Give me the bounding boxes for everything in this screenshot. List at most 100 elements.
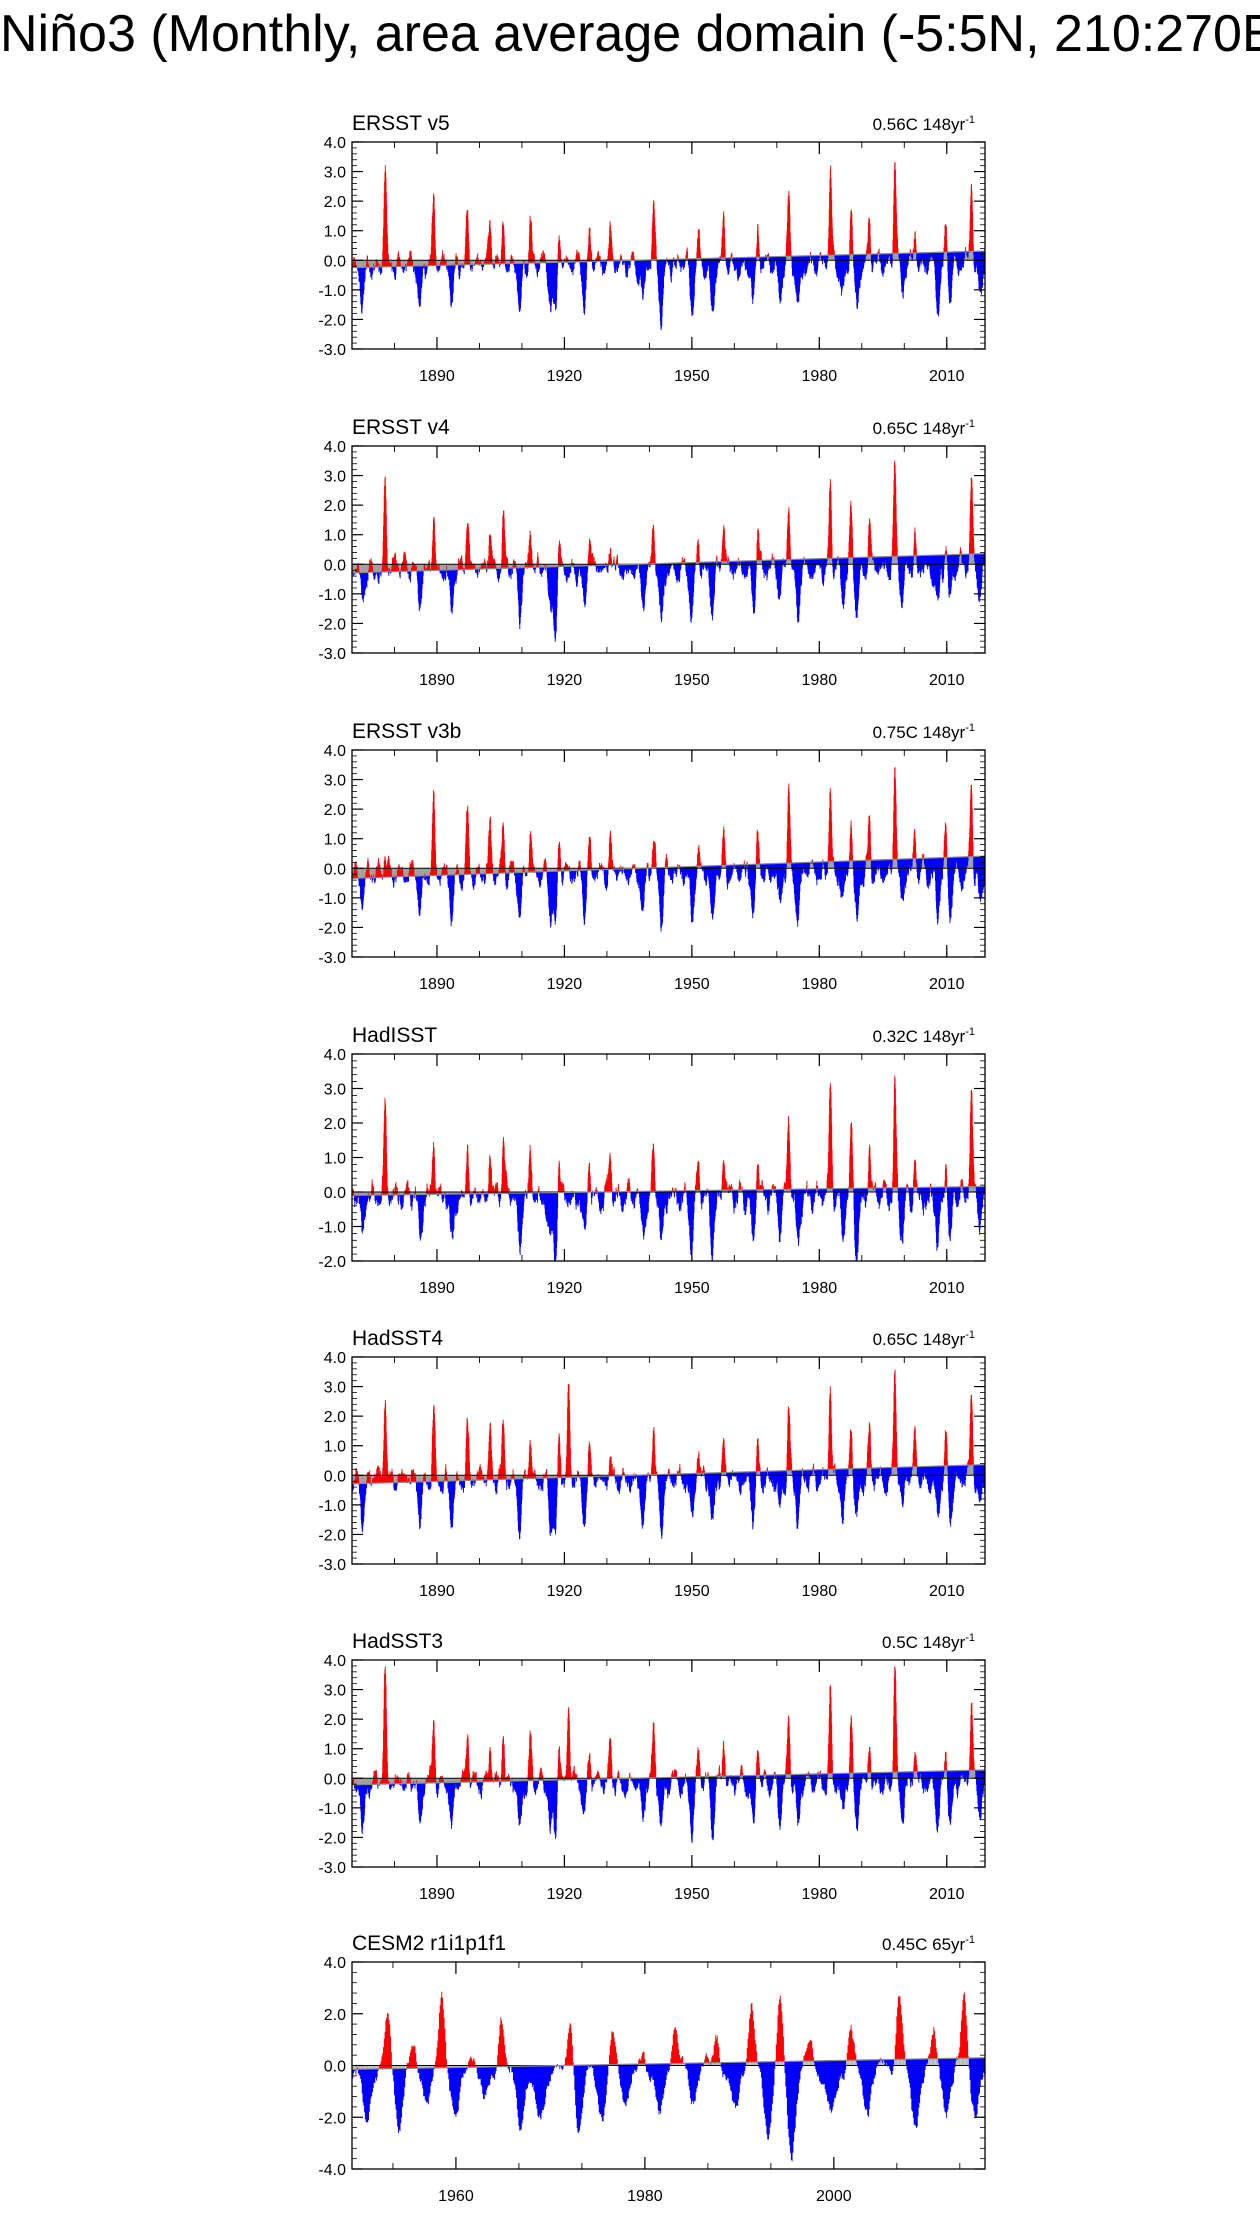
x-tick-label: 1920 [547, 1280, 583, 1297]
x-tick-label: 1980 [802, 672, 838, 689]
chart-panel-6: HadSST3 0.5C 148yr-1 -3.0 -2.0 -1.0 0.0 1.0 2.0… [318, 1630, 986, 1903]
plot-frame [351, 445, 986, 654]
x-tick-label: 1980 [802, 368, 838, 385]
x-tick-label: 1890 [419, 672, 455, 689]
negative-anomaly-bars [353, 1186, 985, 1261]
y-tick-label: -1.0 [318, 1498, 346, 1515]
anomaly-thin-lines [351, 1666, 985, 1843]
trend-exponent: -1 [965, 722, 975, 734]
positive-anomaly-bars [357, 1991, 969, 2070]
x-tick-label: 1980 [802, 976, 838, 993]
y-tick-label: 3.0 [324, 1380, 346, 1397]
x-tick-label: 2010 [929, 672, 965, 689]
y-tick-label: 3.0 [324, 1683, 346, 1700]
y-tick-label: 1.0 [324, 224, 346, 241]
y-tick-label: -4.0 [318, 2162, 346, 2179]
y-tick-label: 4.0 [324, 1955, 346, 1972]
y-tick-label: -3.0 [318, 342, 346, 359]
y-tick-label: 0.0 [324, 1771, 346, 1788]
x-tick-label: 1950 [674, 1280, 710, 1297]
anomaly-thin-lines [351, 1369, 985, 1540]
y-tick-label: 4.0 [324, 439, 346, 456]
x-tick-label: 1980 [627, 2188, 663, 2205]
trend-exponent: -1 [965, 114, 975, 126]
y-tick-label: 1.0 [324, 528, 346, 545]
y-tick-label: -2.0 [318, 1254, 346, 1271]
trend-value: 0.56C 148yr [873, 115, 966, 134]
anomaly-thin-lines [351, 460, 985, 642]
page-title: Niño3 (Monthly, area average domain (-5:… [0, 5, 1260, 63]
trend-exponent: -1 [965, 1934, 975, 1946]
y-tick-label: 3.0 [324, 469, 346, 486]
plot-frame [351, 1659, 986, 1868]
trend-label: 0.56C 148yr-1 [873, 114, 975, 134]
x-tick-label: 1920 [547, 1886, 583, 1903]
y-tick-label: 0.0 [324, 253, 346, 270]
x-tick-label: 1890 [419, 1886, 455, 1903]
y-tick-label: 1.0 [324, 1151, 346, 1168]
y-tick-label: 2.0 [324, 194, 346, 211]
panel-title: HadSST4 [352, 1327, 443, 1350]
trend-exponent: -1 [965, 1632, 975, 1644]
trend-line [351, 1769, 986, 1786]
x-tick-label: 1920 [547, 672, 583, 689]
x-tick-label: 1950 [674, 1583, 710, 1600]
anomaly-thin-lines [351, 767, 985, 932]
y-tick-label: 4.0 [324, 1350, 346, 1367]
trend-line [351, 855, 986, 879]
x-tick-label: 1950 [674, 672, 710, 689]
trend-exponent: -1 [965, 1026, 975, 1038]
y-tick-label: 1.0 [324, 1439, 346, 1456]
x-tick-label: 1920 [547, 368, 583, 385]
y-tick-label: 2.0 [324, 1116, 346, 1133]
y-tick-label: -3.0 [318, 646, 346, 663]
positive-anomaly-bars [351, 1666, 976, 1785]
y-tick-label: 0.0 [324, 1185, 346, 1202]
panel-title: HadISST [352, 1024, 437, 1047]
panel-title: ERSST v4 [352, 416, 450, 439]
anomaly-thin-lines [351, 1991, 985, 2162]
y-tick-label: 4.0 [324, 743, 346, 760]
y-tick-label: -2.0 [318, 1527, 346, 1544]
trend-exponent: -1 [965, 1329, 975, 1341]
plot-frame [351, 1356, 986, 1565]
y-tick-label: 0.0 [324, 2059, 346, 2076]
y-tick-label: 4.0 [324, 1047, 346, 1064]
y-tick-label: -3.0 [318, 950, 346, 967]
y-tick-label: -2.0 [318, 920, 346, 937]
trend-exponent: -1 [965, 418, 975, 430]
trend-label: 0.65C 148yr-1 [873, 418, 975, 438]
plot-frame [351, 141, 986, 350]
trend-label: 0.75C 148yr-1 [873, 722, 975, 742]
chart-panel-7: CESM2 r1i1p1f1 0.45C 65yr-1 -4.0 -2.0 0.0 2.0… [318, 1932, 986, 2205]
x-tick-label: 1980 [802, 1583, 838, 1600]
trend-value: 0.65C 148yr [873, 1330, 966, 1349]
y-tick-label: 4.0 [324, 135, 346, 152]
x-tick-label: 1980 [802, 1280, 838, 1297]
x-tick-label: 1890 [419, 1280, 455, 1297]
y-tick-label: -1.0 [318, 891, 346, 908]
y-tick-label: 3.0 [324, 165, 346, 182]
x-tick-label: 1950 [674, 368, 710, 385]
y-tick-label: 0.0 [324, 1468, 346, 1485]
positive-anomaly-bars [351, 162, 974, 268]
x-tick-label: 1890 [419, 1583, 455, 1600]
x-tick-label: 1890 [419, 976, 455, 993]
chart-panel-3: ERSST v3b 0.75C 148yr-1 -3.0 -2.0 -1.0 0.0 1.0… [318, 720, 986, 993]
panel-title: CESM2 r1i1p1f1 [352, 1932, 506, 1955]
panel-title: HadSST3 [352, 1630, 443, 1653]
y-tick-label: -2.0 [318, 616, 346, 633]
x-tick-label: 2010 [929, 368, 965, 385]
y-tick-label: 1.0 [324, 832, 346, 849]
y-tick-label: 2.0 [324, 1712, 346, 1729]
positive-anomaly-bars [353, 1369, 974, 1484]
x-tick-label: 1920 [547, 976, 583, 993]
panel-title: ERSST v5 [352, 112, 450, 135]
panel-title: ERSST v3b [352, 720, 461, 743]
plot-frame [351, 1053, 986, 1262]
y-tick-label: -2.0 [318, 1830, 346, 1847]
x-tick-label: 2010 [929, 1280, 965, 1297]
chart-panel-4: HadISST 0.32C 148yr-1 -2.0 -1.0 0.0 1.0 2.0 3.0… [318, 1024, 986, 1297]
trend-label: 0.5C 148yr-1 [882, 1632, 975, 1652]
y-tick-label: -1.0 [318, 587, 346, 604]
